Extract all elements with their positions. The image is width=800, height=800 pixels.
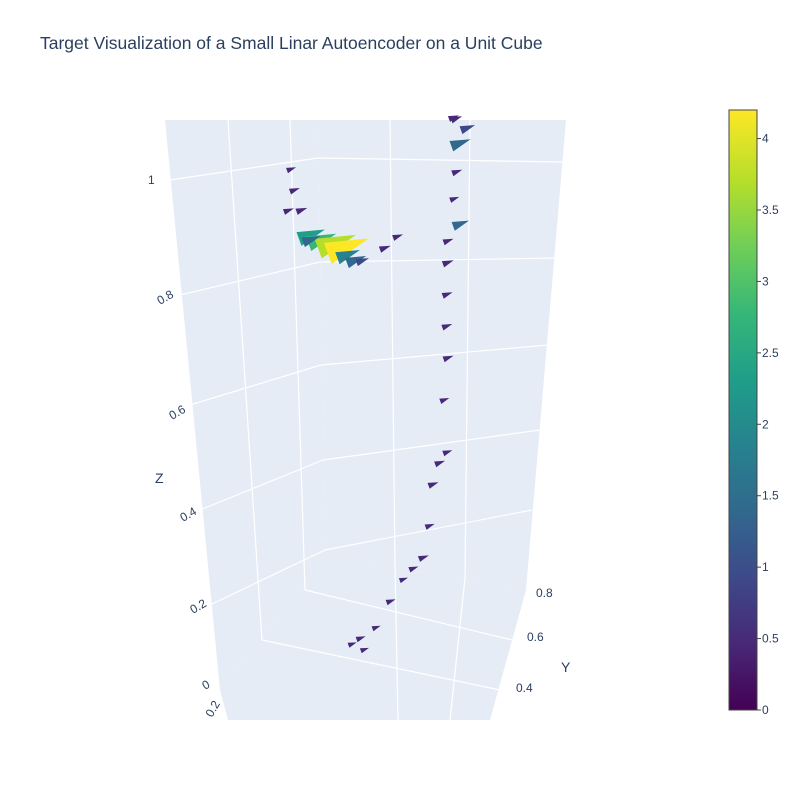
cone-mark[interactable] xyxy=(459,125,476,135)
grid-z-08 xyxy=(179,261,321,296)
grid-y-b xyxy=(464,119,471,579)
scene: 1 0.8 0.6 0.4 0.2 0 Z 0.8 0.6 0.4 Y 0.2 xyxy=(148,115,571,721)
cone-mark[interactable] xyxy=(323,238,369,264)
z-axis-title: Z xyxy=(155,470,164,486)
colorbar-gradient xyxy=(728,109,758,711)
cone-mark[interactable] xyxy=(392,234,404,241)
cone-mark[interactable] xyxy=(355,636,366,643)
colorbar-tick-label: 1.5 xyxy=(762,489,779,503)
grid-floor-b xyxy=(304,589,513,641)
grid-z-side-06 xyxy=(320,344,549,366)
cone-mark[interactable] xyxy=(288,187,300,195)
cone-mark[interactable] xyxy=(449,196,460,203)
cone-mark[interactable] xyxy=(441,323,453,331)
grid-z-1 xyxy=(169,157,319,181)
cone-mark[interactable] xyxy=(451,169,463,177)
z-tick-label: 0.2 xyxy=(188,596,210,617)
colorbar-tick-label: 2.5 xyxy=(762,346,779,360)
cone-mark[interactable] xyxy=(359,647,369,654)
grid-z-06 xyxy=(189,364,322,406)
z-tick-label: 0.4 xyxy=(178,504,200,525)
y-axis-title: Y xyxy=(561,659,571,675)
cone-mark[interactable] xyxy=(451,220,469,231)
y-axis-ticks: 0.8 0.6 0.4 Y xyxy=(516,586,571,695)
cone-mark[interactable] xyxy=(441,292,453,299)
y-tick-label: 0.8 xyxy=(536,586,553,600)
colorbar-tick-label: 2 xyxy=(762,417,769,431)
z-tick-label: 1 xyxy=(148,173,155,187)
grid-z-side-02 xyxy=(324,509,533,551)
grid-z-side-1 xyxy=(317,157,564,163)
cone-mark[interactable] xyxy=(371,625,381,632)
cone-mark[interactable] xyxy=(408,566,419,573)
cone-mark[interactable] xyxy=(439,398,450,405)
grid-x-a xyxy=(227,119,263,641)
cone-mark[interactable] xyxy=(301,236,321,248)
cone-mark[interactable] xyxy=(378,245,391,253)
cone-mark[interactable] xyxy=(449,139,471,152)
cone-mark[interactable] xyxy=(355,258,369,267)
y-tick-label: 0.4 xyxy=(516,681,533,695)
cone-mark[interactable] xyxy=(282,208,294,215)
colorbar-tick-label: 3.5 xyxy=(762,203,779,217)
cone-mark[interactable] xyxy=(398,577,408,584)
grid-z-04 xyxy=(199,459,324,511)
cone-mark[interactable] xyxy=(442,355,454,363)
grid-x-b xyxy=(289,119,306,591)
floor-pane xyxy=(220,555,526,720)
cone-mark[interactable] xyxy=(442,450,453,457)
cone-mark[interactable] xyxy=(434,460,446,468)
colorbar-tick-label: 3 xyxy=(762,274,769,288)
cone-mark[interactable] xyxy=(424,523,435,530)
cone-mark[interactable] xyxy=(417,555,429,562)
cone-mark[interactable] xyxy=(385,599,396,606)
colorbar[interactable]: 0 0.5 1 1.5 2 2.5 3 3.5 4 xyxy=(728,109,779,717)
colorbar-ticks: 0 0.5 1 1.5 2 2.5 3 3.5 4 xyxy=(757,132,779,717)
cone-mark[interactable] xyxy=(347,642,357,648)
grid-y-a xyxy=(389,119,396,566)
colorbar-tick-label: 0 xyxy=(762,703,769,717)
cone-mark[interactable] xyxy=(450,116,463,124)
z-tick-label: 0 xyxy=(200,677,213,693)
z-tick-label: 0.8 xyxy=(155,287,177,308)
cone-mark[interactable] xyxy=(441,260,454,268)
cone-mark[interactable] xyxy=(442,238,454,246)
gridlines xyxy=(169,119,564,721)
cone-mark[interactable] xyxy=(427,482,439,489)
cone-mark[interactable] xyxy=(295,207,308,215)
cone-marks[interactable] xyxy=(282,115,476,654)
y-tick-label: 0.6 xyxy=(527,630,544,644)
colorbar-tick-label: 4 xyxy=(762,132,769,146)
colorbar-tick-label: 0.5 xyxy=(762,632,779,646)
grid-z-side-04 xyxy=(322,429,541,461)
chart-title: Target Visualization of a Small Linar Au… xyxy=(40,33,543,53)
grid-floor-a xyxy=(261,639,501,691)
z-tick-label: 0.6 xyxy=(167,402,189,423)
x-tick-label: 0.2 xyxy=(202,698,223,720)
back-wall-pane xyxy=(165,120,326,690)
grid-floor-c xyxy=(394,564,399,721)
cone-mark[interactable] xyxy=(335,249,360,265)
x-axis-ticks: 0.2 xyxy=(202,698,223,720)
cone-mark[interactable] xyxy=(286,167,297,174)
colorbar-tick-label: 1 xyxy=(762,560,769,574)
grid-z-02 xyxy=(209,549,326,606)
grid-floor-d xyxy=(449,577,466,721)
side-wall-pane xyxy=(318,120,566,590)
